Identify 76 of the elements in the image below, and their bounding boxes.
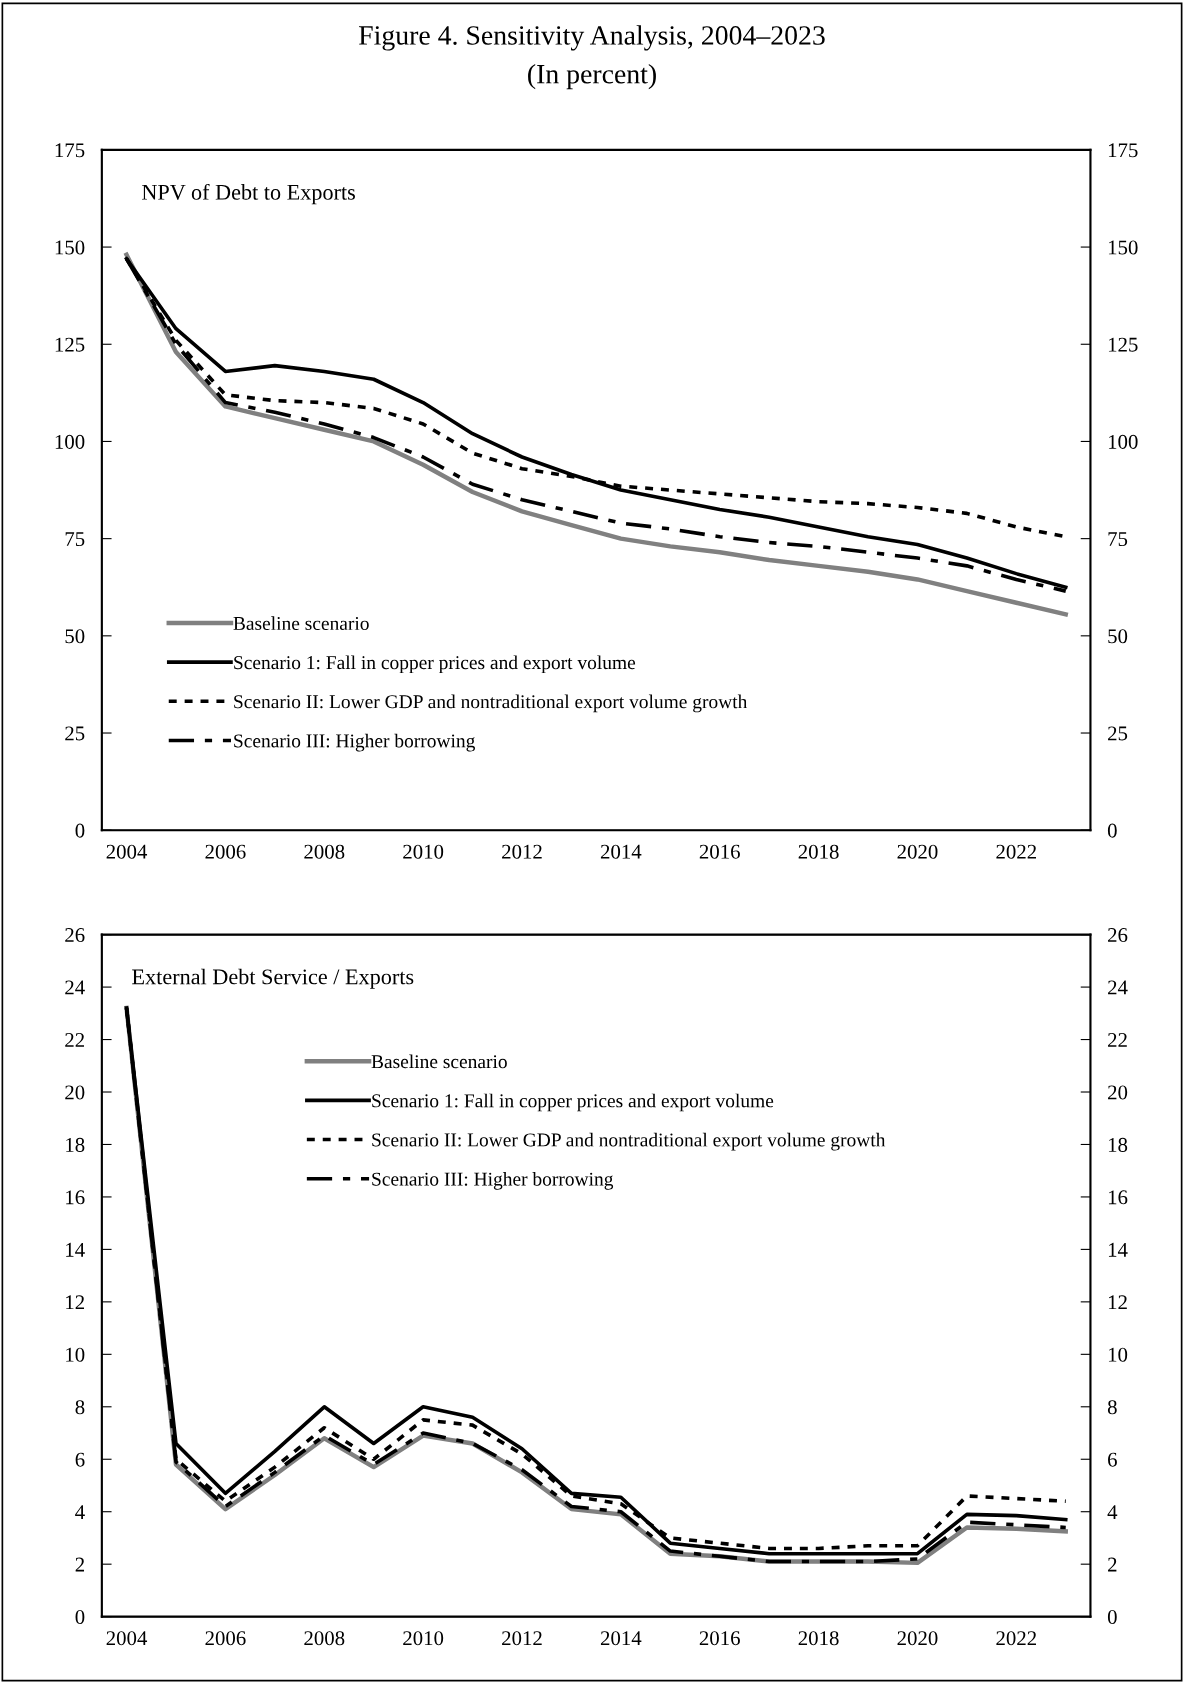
y2-tick-label: 18 — [1108, 1137, 1128, 1152]
x-tick-label: 2004 — [106, 1631, 148, 1646]
y-tick-label: 26 — [65, 928, 85, 943]
y2-tick-label: 10 — [1108, 1347, 1128, 1362]
y2-tick-label: 6 — [1108, 1452, 1117, 1467]
x-tick-label: 2010 — [403, 844, 444, 859]
legend-label: Scenario 1: Fall in copper prices and export volume — [234, 655, 636, 674]
legend-label: Baseline scenario — [233, 616, 369, 630]
legend-label: Scenario III: Higher borrowing — [234, 733, 475, 752]
y-tick-label: 16 — [66, 1190, 85, 1205]
y-tick-label: 24 — [65, 980, 85, 995]
x-tick-label: 2014 — [600, 1631, 642, 1646]
legend-label: Scenario 1: Fall in copper prices and export volume — [372, 1093, 774, 1112]
x-tick-label: 2022 — [996, 1631, 1036, 1646]
y2-tick-label: 75 — [1108, 532, 1128, 547]
y-tick-label: 50 — [65, 629, 85, 644]
y2-tick-label: 12 — [1108, 1295, 1127, 1310]
x-tick-label: 2006 — [205, 1631, 246, 1646]
y2-tick-label: 22 — [1108, 1032, 1127, 1047]
y2-tick-label: 150 — [1108, 240, 1138, 255]
y-tick-label: 175 — [55, 143, 85, 158]
y2-tick-label: 175 — [1108, 143, 1138, 158]
y-tick-label: 18 — [66, 1137, 85, 1152]
y2-tick-label: 50 — [1108, 629, 1128, 644]
x-tick-label: 2004 — [106, 844, 148, 859]
y2-tick-label: 125 — [1108, 337, 1138, 352]
y2-tick-label: 0 — [1107, 1610, 1117, 1625]
chart-subtitle: (In percent) — [528, 63, 656, 90]
y-tick-label: 20 — [65, 1085, 85, 1100]
y2-tick-label: 14 — [1108, 1242, 1128, 1257]
x-tick-label: 2020 — [897, 1631, 938, 1646]
y-tick-label: 2 — [75, 1557, 85, 1572]
x-tick-label: 2018 — [798, 1631, 839, 1646]
y-tick-label: 4 — [75, 1505, 85, 1519]
y-tick-label: 14 — [66, 1242, 85, 1257]
y2-tick-label: 4 — [1107, 1505, 1118, 1519]
y2-tick-label: 24 — [1108, 980, 1128, 995]
legend-label: Scenario II: Lower GDP and nontraditional export volume growth — [234, 694, 748, 713]
y-tick-label: 8 — [75, 1400, 85, 1415]
y-tick-label: 6 — [75, 1452, 85, 1467]
y2-tick-label: 0 — [1107, 823, 1117, 838]
y-tick-label: 150 — [55, 240, 85, 255]
annotation: NPV of Debt to Exports — [142, 183, 355, 205]
y-tick-label: 125 — [55, 337, 85, 352]
legend-label: Baseline scenario — [371, 1054, 507, 1069]
y-tick-label: 75 — [65, 532, 85, 547]
y-tick-label: 0 — [75, 1610, 85, 1625]
y2-tick-label: 25 — [1108, 726, 1128, 741]
y2-tick-label: 100 — [1108, 434, 1138, 449]
x-tick-label: 2008 — [304, 1631, 345, 1646]
chart-title: Figure 4. Sensitivity Analysis, 2004–2023 — [358, 25, 825, 51]
x-tick-label: 2014 — [600, 844, 642, 859]
annotation: External Debt Service / Exports — [132, 968, 414, 989]
y-tick-label: 0 — [75, 823, 85, 838]
y2-tick-label: 20 — [1108, 1085, 1128, 1100]
x-tick-label: 2008 — [304, 844, 345, 859]
legend-label: Scenario III: Higher borrowing — [372, 1172, 614, 1190]
y2-tick-label: 16 — [1108, 1190, 1128, 1205]
y2-tick-label: 8 — [1107, 1400, 1117, 1415]
y2-tick-label: 2 — [1108, 1557, 1117, 1572]
x-tick-label: 2012 — [502, 1631, 542, 1646]
y-tick-label: 22 — [65, 1032, 85, 1047]
x-tick-label: 2018 — [798, 844, 839, 859]
y-tick-label: 100 — [55, 434, 85, 449]
x-tick-label: 2010 — [403, 1631, 444, 1646]
legend-label: Scenario II: Lower GDP and nontraditional export volume growth — [372, 1132, 886, 1151]
x-tick-label: 2016 — [699, 1631, 740, 1646]
x-tick-label: 2006 — [205, 844, 246, 859]
y2-tick-label: 26 — [1108, 928, 1128, 943]
y-tick-label: 10 — [66, 1347, 85, 1362]
y-tick-label: 25 — [65, 726, 85, 741]
x-tick-label: 2012 — [502, 844, 542, 859]
x-tick-label: 2022 — [996, 844, 1036, 859]
x-tick-label: 2016 — [699, 844, 740, 859]
x-tick-label: 2020 — [897, 844, 938, 859]
y-tick-label: 12 — [66, 1295, 85, 1310]
